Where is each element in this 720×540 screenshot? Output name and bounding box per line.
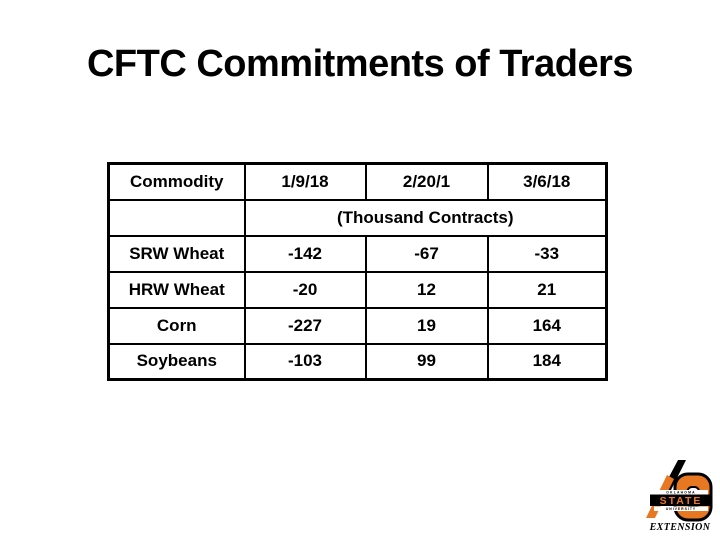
cell-value: 99 bbox=[364, 342, 489, 381]
table-row-soybeans: Soybeans -103 99 184 bbox=[107, 342, 608, 381]
cell-value: 12 bbox=[364, 270, 489, 309]
table-header-row: Commodity 1/9/18 2/20/1 3/6/18 bbox=[107, 162, 608, 201]
col-header-date-1: 1/9/18 bbox=[243, 162, 367, 201]
cell-value: 21 bbox=[486, 270, 608, 309]
cell-value: -33 bbox=[486, 234, 608, 273]
col-header-date-2: 2/20/1 bbox=[364, 162, 489, 201]
row-label: HRW Wheat bbox=[107, 270, 246, 309]
table-row-hrw-wheat: HRW Wheat -20 12 21 bbox=[107, 270, 608, 309]
extension-label: EXTENSION bbox=[649, 522, 711, 532]
cell-value: -103 bbox=[243, 342, 367, 381]
cell-value: -20 bbox=[243, 270, 367, 309]
university-strip bbox=[654, 506, 708, 511]
cell-value: 19 bbox=[364, 306, 489, 345]
table-row-srw-wheat: SRW Wheat -142 -67 -33 bbox=[107, 234, 608, 273]
university-label: UNIVERSITY bbox=[666, 507, 696, 511]
row-label: Soybeans bbox=[107, 342, 246, 381]
oklahoma-label: OKLAHOMA bbox=[666, 491, 696, 495]
table-unit-row: (Thousand Contracts) bbox=[107, 198, 608, 237]
slide-title: CFTC Commitments of Traders bbox=[86, 43, 634, 85]
col-header-date-3: 3/6/18 bbox=[486, 162, 608, 201]
cell-value: -67 bbox=[364, 234, 489, 273]
cell-value: 164 bbox=[486, 306, 608, 345]
state-label: STATE bbox=[660, 495, 703, 507]
col-header-commodity: Commodity bbox=[107, 162, 246, 201]
osu-extension-logo-graphic: OKLAHOMA STATE UNIVERSITY EXTENSION bbox=[646, 460, 713, 532]
osu-extension-logo: OKLAHOMA STATE UNIVERSITY EXTENSION bbox=[644, 460, 716, 532]
cell-value: 184 bbox=[486, 342, 608, 381]
empty-cell bbox=[107, 198, 246, 237]
cell-value: -227 bbox=[243, 306, 367, 345]
row-label: Corn bbox=[107, 306, 246, 345]
row-label: SRW Wheat bbox=[107, 234, 246, 273]
cell-value: -142 bbox=[243, 234, 367, 273]
oklahoma-strip bbox=[654, 490, 708, 495]
state-banner bbox=[650, 494, 712, 506]
table-row-corn: Corn -227 19 164 bbox=[107, 306, 608, 345]
unit-label-cell: (Thousand Contracts) bbox=[243, 198, 608, 237]
commitments-table: Commodity 1/9/18 2/20/1 3/6/18 (Thousand… bbox=[107, 162, 608, 381]
